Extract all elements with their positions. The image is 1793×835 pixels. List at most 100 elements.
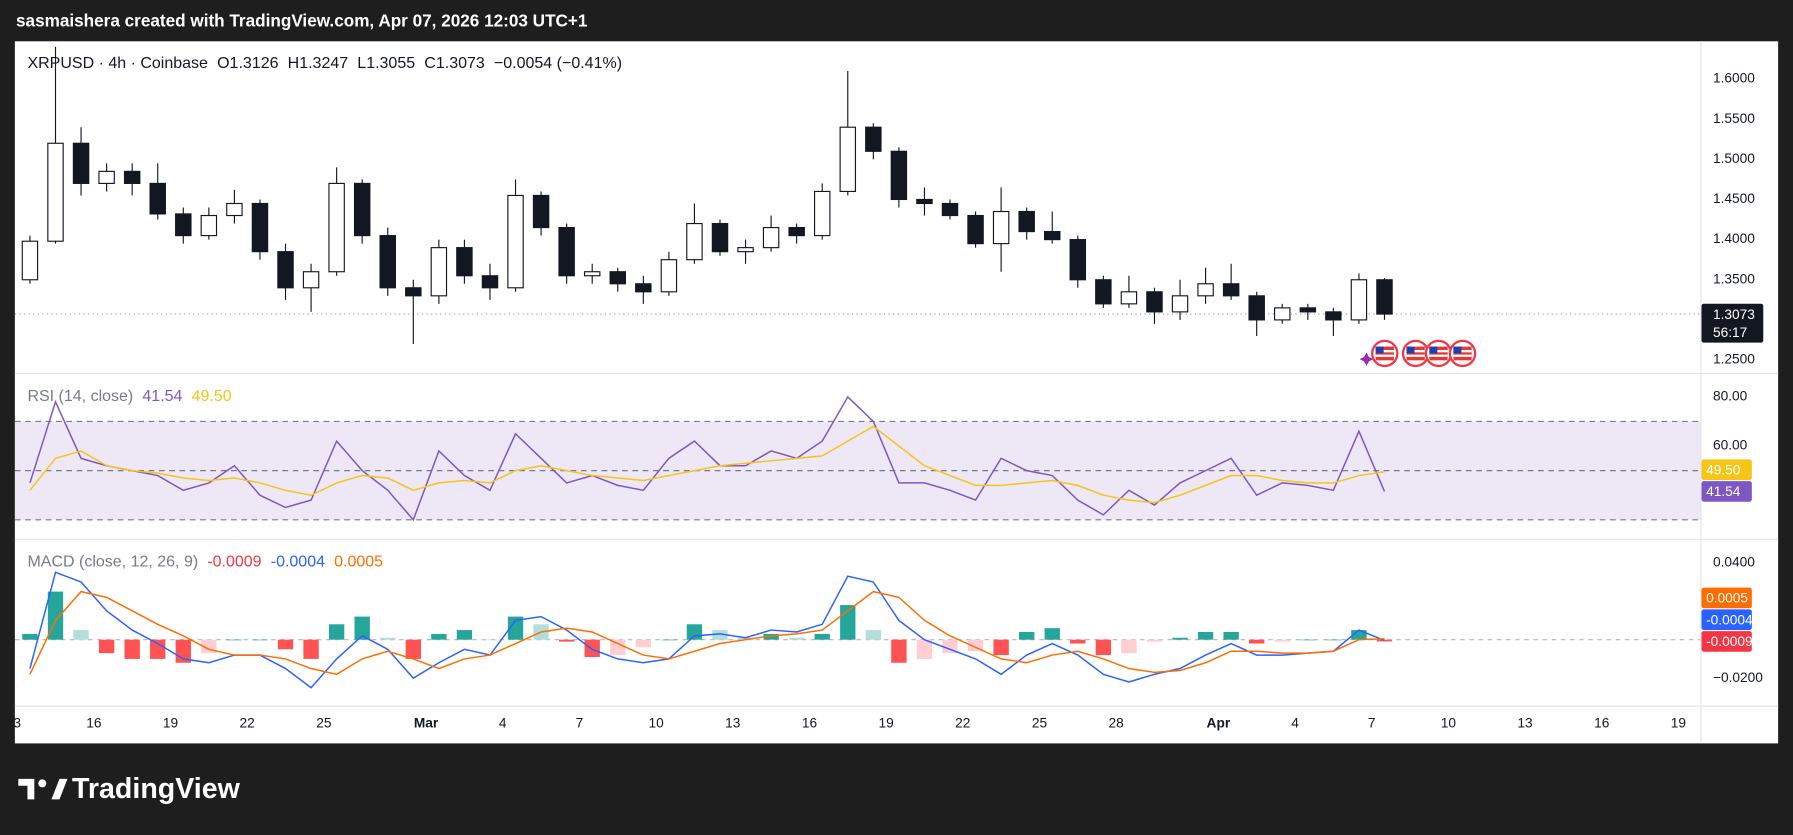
candle-body <box>328 182 345 273</box>
logo-mark <box>38 779 47 788</box>
histogram-bar <box>1274 639 1290 642</box>
legend-title: MACD (close, 12, 26, 9) <box>27 554 198 571</box>
histogram-bar <box>328 624 345 640</box>
histogram-bar <box>686 624 703 640</box>
histogram-bar <box>303 639 319 659</box>
x-tick-label: 19 <box>878 716 893 731</box>
event-flag <box>1424 339 1453 368</box>
candle-body <box>405 287 422 297</box>
legend-key: O <box>217 55 229 72</box>
candle-body <box>1248 295 1265 321</box>
histogram-bar <box>763 633 779 640</box>
top-bar-text: sasmaishera created with TradingView.com… <box>16 10 588 30</box>
histogram-bar <box>380 637 396 640</box>
legend-value: -0.0009 <box>207 554 261 571</box>
candle-body <box>788 227 805 237</box>
histogram-bar <box>252 639 268 641</box>
histogram-bar <box>1095 639 1112 656</box>
histogram-bar <box>1325 639 1342 641</box>
y-tick-label: 60.00 <box>1713 438 1748 453</box>
histogram-bar <box>1172 637 1188 640</box>
candle-body <box>865 126 882 152</box>
y-tick-label: 1.5000 <box>1713 151 1755 166</box>
candle-body <box>456 247 473 277</box>
candle-body <box>1095 279 1112 305</box>
axis-badge <box>1701 631 1752 652</box>
candle-body <box>813 190 831 237</box>
histogram-bar <box>456 630 473 640</box>
x-tick-label: 16 <box>86 716 102 731</box>
histogram-bar <box>1044 628 1060 640</box>
histogram-bar <box>124 639 140 659</box>
histogram-bar <box>1351 630 1367 640</box>
candle-body <box>1146 291 1163 313</box>
candle-body <box>583 271 601 277</box>
candle-body <box>200 214 218 237</box>
histogram-bar <box>993 639 1009 656</box>
legend-title: RSI (14, close) <box>27 388 133 405</box>
x-tick-label: 13 <box>1517 716 1533 731</box>
candle-body <box>353 182 371 237</box>
y-tick-label: 80.00 <box>1713 389 1748 404</box>
histogram-bar <box>1121 639 1137 654</box>
histogram-bar <box>354 616 370 640</box>
candle-body <box>916 198 933 205</box>
histogram-bar <box>1070 639 1086 644</box>
x-tick-label: 19 <box>163 716 178 731</box>
candle-body <box>251 202 269 253</box>
histogram-bar <box>610 639 626 656</box>
candle-body <box>762 227 780 249</box>
pane <box>14 46 1701 344</box>
y-tick-label: 1.4500 <box>1713 191 1755 206</box>
logo-mark <box>18 778 35 800</box>
x-tick-label: 4 <box>1291 716 1299 731</box>
footer-brand: TradingView <box>72 773 241 805</box>
axis-badge <box>1701 587 1752 609</box>
candle-body <box>430 247 448 297</box>
x-tick-label: Apr <box>1207 716 1231 731</box>
histogram-bar <box>891 639 907 663</box>
legend-title: XRPUSD · 4h · Coinbase <box>27 55 208 72</box>
y-tick-label: 0.0400 <box>1713 554 1755 569</box>
candle-body <box>47 142 64 242</box>
histogram-bar <box>1197 631 1214 640</box>
legend: RSI (14, close) 41.54 49.50 <box>27 388 231 405</box>
event-flag <box>1401 339 1430 368</box>
candle-body <box>277 251 294 289</box>
candle-body <box>1376 279 1393 315</box>
histogram-bar <box>1300 639 1316 641</box>
candle-body <box>1044 231 1061 241</box>
candle-body <box>890 150 908 201</box>
histogram-bar <box>788 637 805 640</box>
legend-change: −0.0054 (−0.41%) <box>494 55 622 72</box>
legend-value: 1.3126 <box>230 55 279 72</box>
histogram-bar <box>942 639 958 654</box>
histogram-bar <box>916 639 933 659</box>
candle-body <box>941 202 959 217</box>
footer-logo: TradingView <box>18 773 241 805</box>
x-tick-label: Mar <box>414 716 439 731</box>
histogram-bar <box>635 639 651 648</box>
candle-body <box>98 170 115 184</box>
candle-body <box>532 194 550 229</box>
candle-body <box>711 222 729 253</box>
x-tick-label: 4 <box>499 716 507 731</box>
candle-body <box>1120 291 1138 305</box>
histogram-bar <box>584 639 600 657</box>
y-tick-label: 1.5500 <box>1713 111 1755 126</box>
histogram-bar <box>482 639 498 641</box>
candle-body <box>967 214 984 245</box>
x-tick-label: 7 <box>1368 716 1376 731</box>
candle-body <box>1274 307 1291 321</box>
chart-area <box>14 41 1779 744</box>
legend-value: -0.0004 <box>271 554 325 571</box>
event-flag <box>1448 339 1477 368</box>
histogram-bar <box>98 639 115 654</box>
axis-badge-label: 41.54 <box>1706 484 1741 499</box>
x-tick-label: 3 <box>13 716 21 731</box>
last-price-badge <box>1701 303 1764 343</box>
legend-value: 1.3073 <box>436 55 485 72</box>
axis-badge <box>1701 459 1752 480</box>
